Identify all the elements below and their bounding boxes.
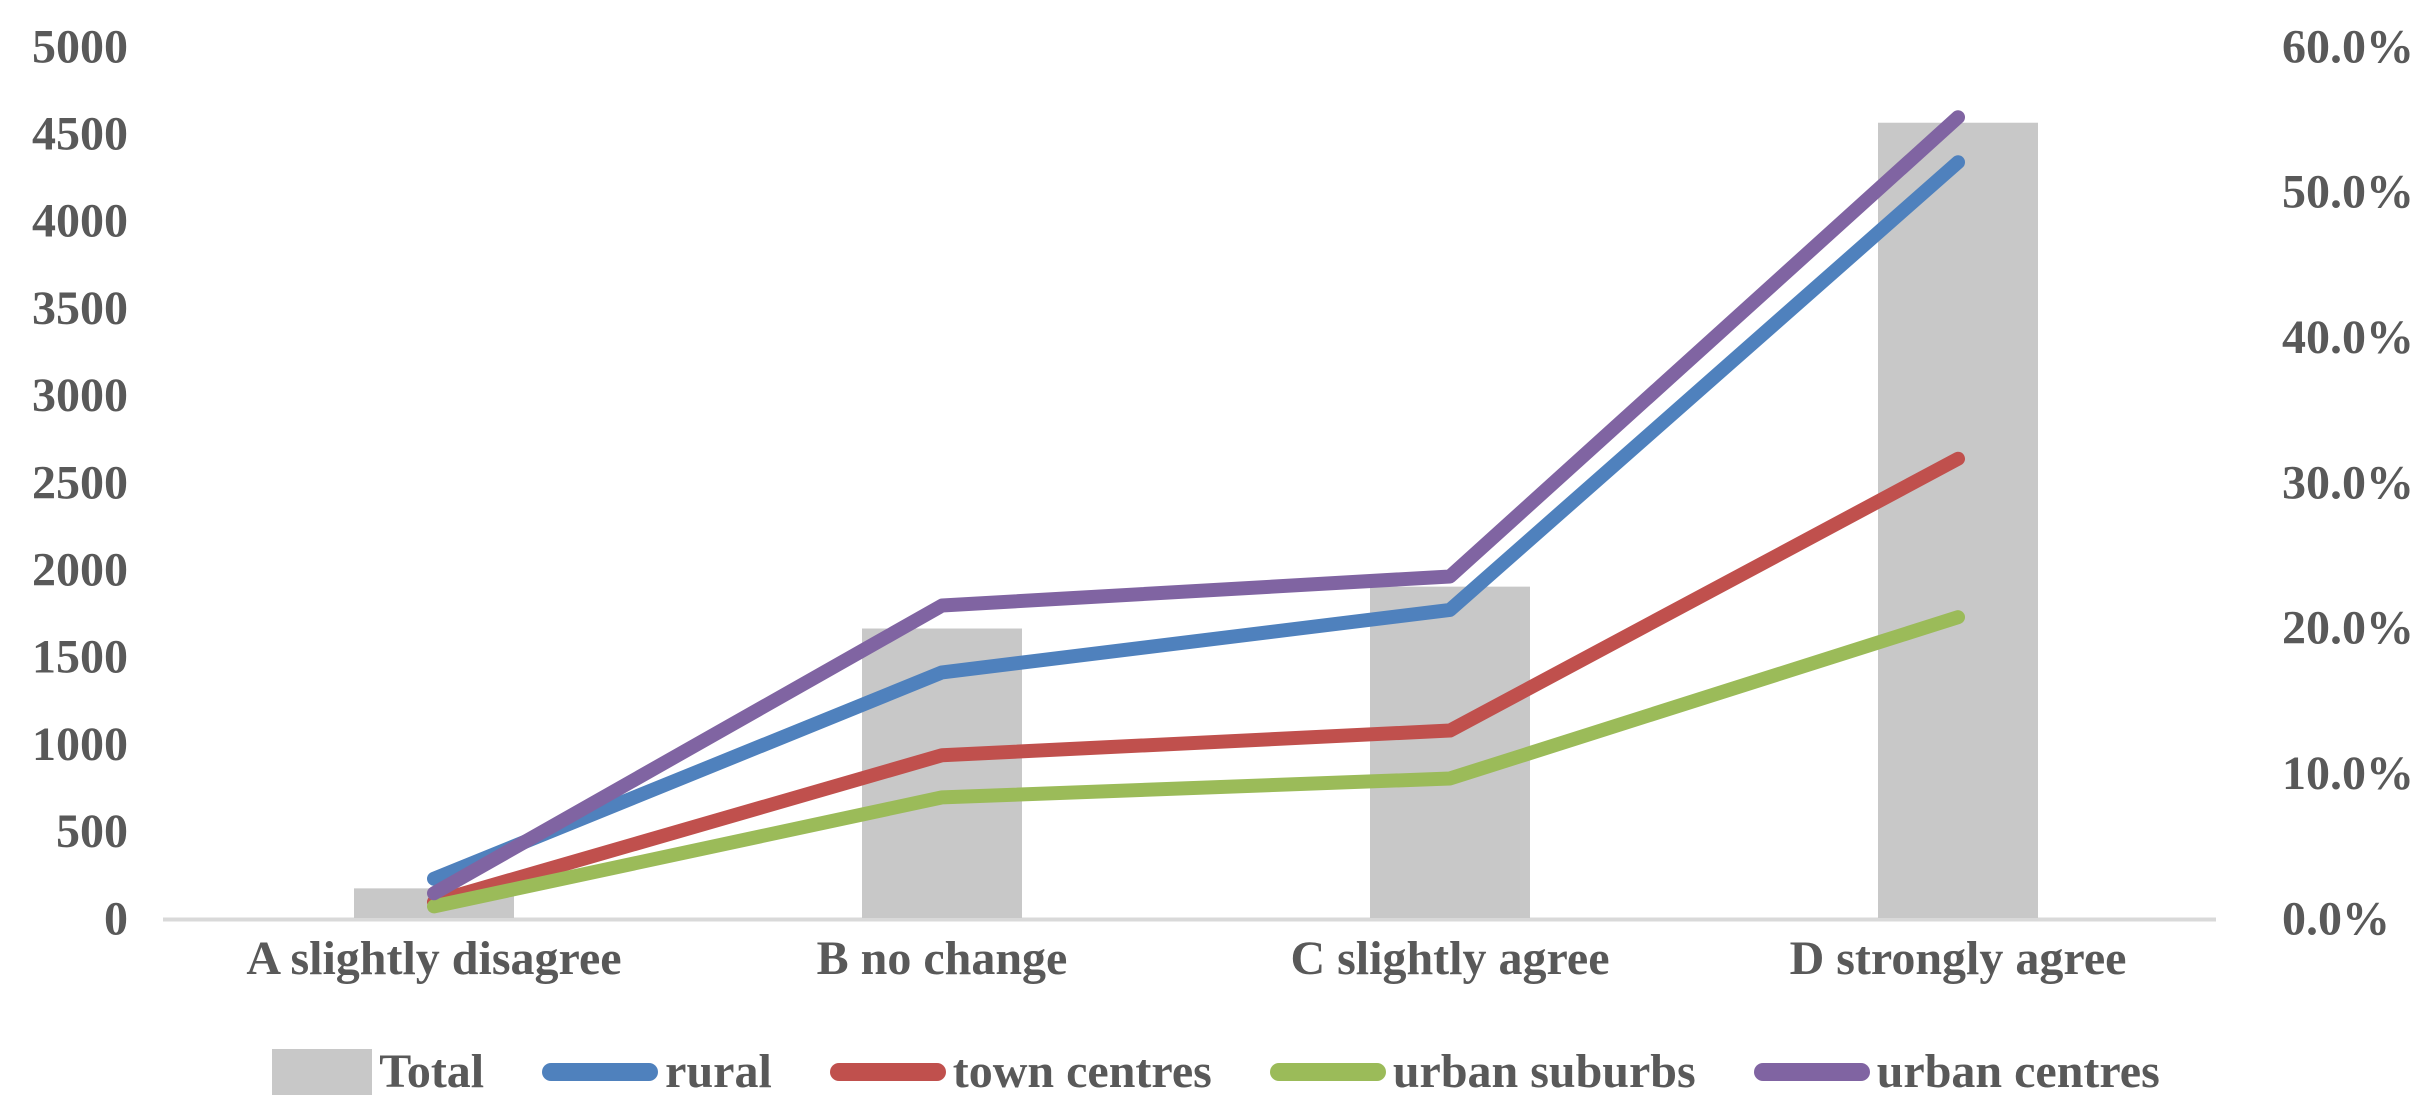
legend-item-urban-centres: urban centres <box>1753 1045 2160 1098</box>
total-bar <box>1370 586 1530 918</box>
category-label: B no change <box>817 932 1068 985</box>
category-label: A slightly disagree <box>246 932 621 985</box>
left-axis-tick-label: 2000 <box>32 544 128 597</box>
left-axis-tick-label: 1500 <box>32 631 128 684</box>
series-line-rural <box>427 155 1965 886</box>
left-axis-tick-label: 2500 <box>32 456 128 509</box>
right-axis-tick-label: 60.0% <box>2282 20 2414 73</box>
chart-legend: Total rural town centres urban suburbs urban… <box>0 1036 2432 1108</box>
category-label: D strongly agree <box>1790 932 2127 985</box>
right-axis-tick-label: 0.0% <box>2282 892 2390 945</box>
left-axis-tick-label: 4000 <box>32 195 128 248</box>
right-axis-tick-label: 30.0% <box>2282 456 2414 509</box>
legend-label-urban-suburbs: urban suburbs <box>1392 1045 1696 1098</box>
legend-label-rural: rural <box>665 1045 772 1098</box>
left-axis-tick-label: 0 <box>104 892 128 945</box>
legend-item-town-centres: town centres <box>829 1045 1212 1098</box>
series-line-town-centres <box>427 451 1965 910</box>
left-axis-tick-label: 1000 <box>32 718 128 771</box>
left-axis-tick-label: 5000 <box>32 20 128 73</box>
legend-line-urban-centres <box>1753 1063 1870 1081</box>
legend-item-rural: rural <box>542 1048 772 1096</box>
legend-line-urban-suburbs <box>1269 1063 1386 1081</box>
series-line-urban-centres <box>427 110 1965 901</box>
legend-label-town-centres: town centres <box>952 1045 1212 1098</box>
legend-item-Total: Total <box>272 1048 484 1096</box>
category-label: C slightly agree <box>1290 932 1609 985</box>
legend-item-urban-suburbs: urban suburbs <box>1269 1045 1696 1098</box>
total-bar <box>1878 122 2038 918</box>
legend-label-urban-centres: urban centres <box>1876 1045 2160 1098</box>
series-line-urban-suburbs <box>427 610 1965 914</box>
right-axis-tick-label: 20.0% <box>2282 602 2414 655</box>
left-axis-tick-label: 3000 <box>32 369 128 422</box>
right-axis-tick-label: 10.0% <box>2282 747 2414 800</box>
legend-swatch-Total <box>272 1049 373 1095</box>
legend-label-Total: Total <box>379 1045 485 1098</box>
left-axis-tick-label: 3500 <box>32 282 128 335</box>
right-axis-tick-label: 40.0% <box>2282 311 2414 364</box>
legend-line-rural <box>542 1063 659 1081</box>
left-axis-tick-label: 500 <box>56 805 128 858</box>
left-axis-tick-label: 4500 <box>32 108 128 161</box>
legend-line-town-centres <box>829 1063 946 1081</box>
right-axis-tick-label: 50.0% <box>2282 166 2414 219</box>
